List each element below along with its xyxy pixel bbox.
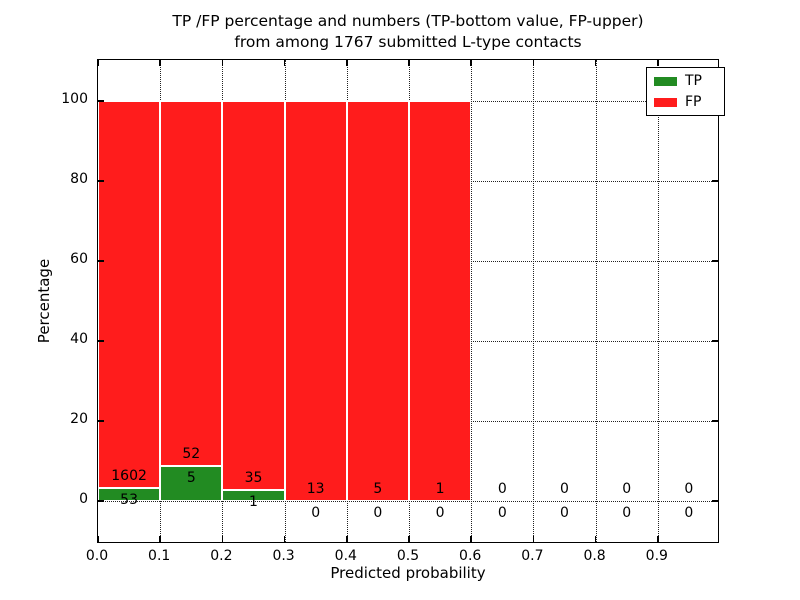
x-tick-mark-top xyxy=(159,60,161,66)
x-tick-mark-top xyxy=(470,60,472,66)
x-tick-mark-top xyxy=(594,60,597,66)
y-tick-mark xyxy=(98,260,104,262)
tp-count-label: 0 xyxy=(373,505,383,521)
x-tick-label: 0.7 xyxy=(521,548,544,564)
x-tick-mark-top xyxy=(408,60,410,66)
x-tick-label: 0.1 xyxy=(148,548,171,564)
x-gridline xyxy=(657,60,659,542)
fp-count-label: 35 xyxy=(244,469,263,486)
x-tick-label: 0.5 xyxy=(396,548,420,564)
legend-item-tp: TP xyxy=(654,74,716,88)
x-gridline xyxy=(533,60,535,542)
tp-count-label: 0 xyxy=(622,505,632,521)
y-tick-label: 100 xyxy=(61,91,88,107)
chart-title-line2: from among 1767 submitted L-type contact… xyxy=(234,33,582,51)
x-tick-label: 0.4 xyxy=(334,548,357,564)
tp-count-label: 53 xyxy=(120,492,139,509)
legend-label-tp: TP xyxy=(685,73,702,89)
fp-legend-swatch xyxy=(654,97,677,107)
y-tick-mark xyxy=(98,340,104,342)
x-tick-mark xyxy=(346,536,348,542)
y-tick-label: 40 xyxy=(70,331,88,347)
tp-bar xyxy=(222,489,285,501)
y-tick-mark-right xyxy=(712,500,718,502)
y-tick-mark xyxy=(98,100,104,102)
tp-count-label: 0 xyxy=(497,505,507,521)
tp-count-label: 5 xyxy=(186,469,196,486)
chart-title: TP /FP percentage and numbers (TP-bottom… xyxy=(97,11,719,53)
x-tick-mark xyxy=(408,536,410,542)
fp-bar xyxy=(160,101,223,466)
y-gridline xyxy=(98,501,718,502)
x-tick-mark xyxy=(97,536,99,542)
fp-count-label: 5 xyxy=(373,481,383,497)
x-tick-mark-top xyxy=(657,60,659,66)
fp-count-label: 0 xyxy=(560,481,569,497)
fp-bar xyxy=(409,101,472,501)
fp-bar xyxy=(222,101,285,490)
tp-count-label: 0 xyxy=(684,505,694,521)
y-tick-mark-right xyxy=(712,420,718,422)
tp-bar xyxy=(160,465,223,501)
x-tick-label: 0.8 xyxy=(583,548,606,564)
y-tick-mark xyxy=(98,500,104,502)
x-tick-mark xyxy=(283,536,286,542)
x-tick-mark-top xyxy=(346,60,348,66)
x-tick-mark xyxy=(594,536,597,542)
y-tick-mark-right xyxy=(712,260,718,262)
fp-bar xyxy=(346,101,409,501)
legend: TP FP xyxy=(646,67,725,116)
x-axis-label: Predicted probability xyxy=(330,564,486,582)
x-tick-label: 0.6 xyxy=(459,548,482,564)
legend-item-fp: FP xyxy=(654,95,716,109)
fp-count-label: 0 xyxy=(622,481,632,497)
x-tick-mark xyxy=(159,536,161,542)
tp-count-label: 0 xyxy=(435,505,445,521)
y-tick-mark-right xyxy=(712,180,718,182)
x-tick-mark-top xyxy=(283,60,286,66)
fp-bar xyxy=(284,101,347,501)
y-tick-label: 20 xyxy=(70,411,88,427)
x-gridline xyxy=(595,60,597,542)
tp-count-label: 1 xyxy=(249,493,258,510)
tp-count-label: 0 xyxy=(311,505,321,521)
fp-count-label: 52 xyxy=(182,445,201,462)
x-tick-mark-top xyxy=(97,60,99,66)
fp-bar xyxy=(98,101,161,489)
tp-bar xyxy=(98,488,161,501)
x-tick-mark xyxy=(657,536,659,542)
x-tick-mark xyxy=(221,536,224,542)
x-tick-label: 0.9 xyxy=(645,548,668,564)
x-tick-mark xyxy=(470,536,472,542)
y-tick-mark xyxy=(98,180,104,182)
tp-legend-swatch xyxy=(654,76,677,86)
fp-count-label: 0 xyxy=(684,481,694,497)
fp-count-label: 1 xyxy=(435,481,445,497)
tp-count-label: 0 xyxy=(560,505,569,521)
y-tick-label: 0 xyxy=(79,491,88,507)
y-tick-mark-right xyxy=(712,340,718,342)
y-tick-mark xyxy=(98,420,104,422)
x-tick-mark-top xyxy=(532,60,535,66)
fp-count-label: 0 xyxy=(497,481,507,497)
x-tick-label: 0.2 xyxy=(210,548,233,564)
x-tick-mark xyxy=(532,536,535,542)
legend-label-fp: FP xyxy=(685,94,702,110)
y-tick-label: 80 xyxy=(70,171,88,187)
plot-area: TP FP 1602 53 52 5 35 1 13 0 5 0 1 0 0 0 0 0 0 0 0 0 xyxy=(97,59,725,543)
x-tick-label: 0.3 xyxy=(272,548,295,564)
x-gridline xyxy=(471,60,473,542)
x-tick-mark-top xyxy=(221,60,224,66)
fp-count-label: 1602 xyxy=(111,468,147,485)
chart-title-line1: TP /FP percentage and numbers (TP-bottom… xyxy=(172,12,644,30)
fp-count-label: 13 xyxy=(306,481,325,497)
x-tick-label: 0.0 xyxy=(85,548,109,564)
y-tick-label: 60 xyxy=(70,251,88,267)
